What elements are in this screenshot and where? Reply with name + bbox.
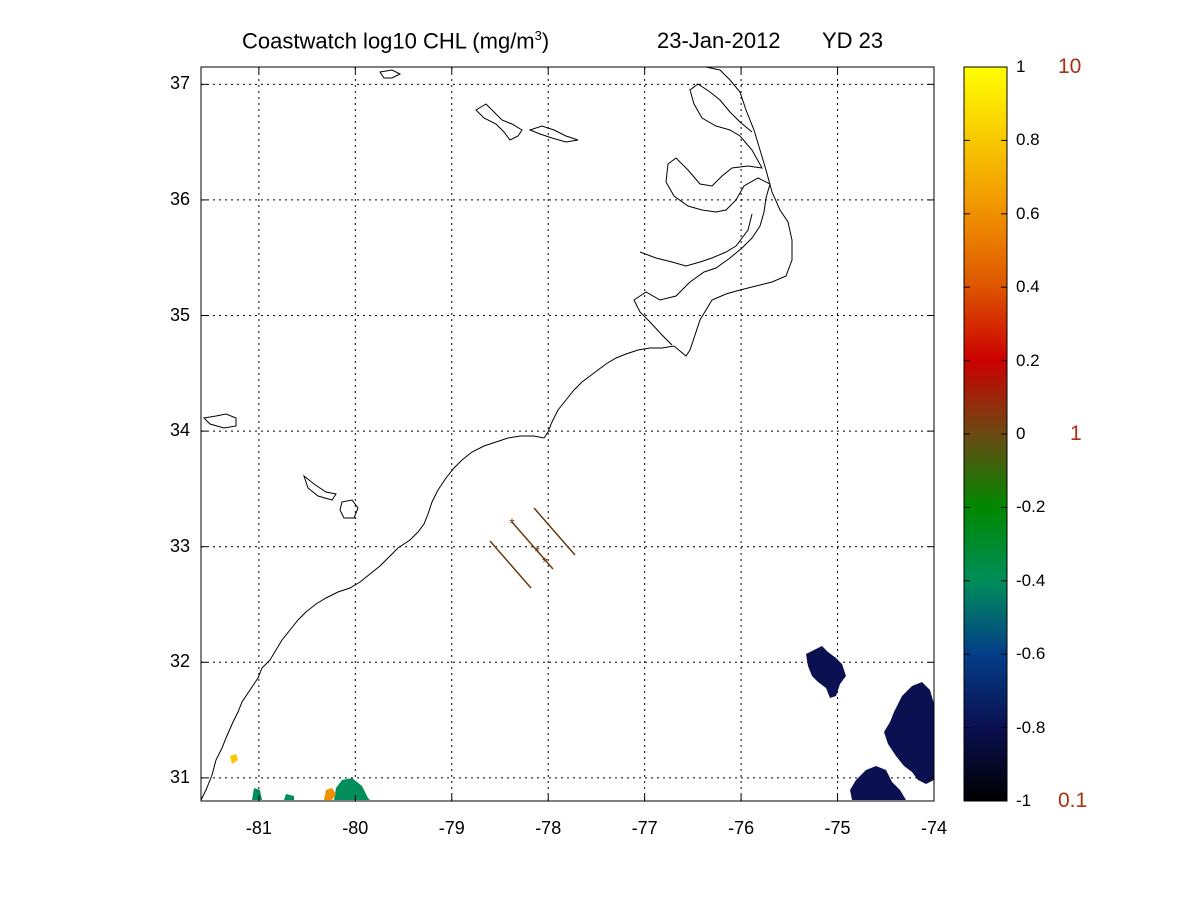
station-marker: * <box>534 543 540 559</box>
inland-lake <box>202 413 237 429</box>
colorbar <box>963 66 1008 802</box>
colorbar-tick-label: -0.6 <box>1016 644 1046 664</box>
colorbar-tick-label: 0.2 <box>1016 350 1040 370</box>
colorbar-linear-label: 10 <box>1058 55 1082 78</box>
lon-tick-label: -78 <box>535 818 562 838</box>
colorbar-tick-label: -0.8 <box>1016 717 1046 737</box>
colorbar-tick-label: -0.4 <box>1016 570 1046 590</box>
lat-tick-label: 37 <box>169 73 190 94</box>
colorbar-tick-label: -0.2 <box>1016 497 1046 517</box>
sound-shoreline-2 <box>639 213 753 267</box>
transect-lines: * * * <box>489 507 576 589</box>
lat-tick-label: 31 <box>169 766 190 787</box>
colorbar-linear-label: 0.1 <box>1058 789 1088 812</box>
colorbar-tick-label: -1 <box>1016 791 1032 810</box>
colorbar-tick-label: 0 <box>1016 424 1026 443</box>
colorbar-ticks <box>964 66 1007 802</box>
colorbar-tick-label: 0.4 <box>1016 277 1040 297</box>
chl-patch <box>850 766 906 800</box>
lat-tick-label: 36 <box>169 188 190 209</box>
frame-ticks <box>201 67 935 801</box>
station-marker: * <box>509 515 515 531</box>
lon-tick-label: -75 <box>824 818 851 838</box>
lat-tick-label: 32 <box>169 651 190 672</box>
colorbar-linear-label: 1 <box>1070 422 1082 445</box>
inland-lake <box>528 125 579 143</box>
map-frame <box>200 66 935 802</box>
chl-patch <box>284 794 294 800</box>
chl-patch <box>806 646 846 698</box>
inland-lake <box>475 103 523 141</box>
title-variable: Coastwatch log10 CHL (mg/m3) <box>242 28 550 54</box>
colorbar-tick-label: 0.8 <box>1016 130 1040 150</box>
sound-shoreline <box>633 83 771 346</box>
chl-patch <box>252 788 262 800</box>
transect-line <box>511 521 554 570</box>
station-marker: * <box>542 554 548 570</box>
lat-tick-label: 33 <box>169 535 190 556</box>
inland-lake <box>302 474 337 501</box>
title-date: 23-Jan-2012 <box>657 28 781 53</box>
lon-tick-label: -80 <box>342 818 369 838</box>
chl-patch <box>884 682 934 784</box>
colorbar-tick-label: 1 <box>1016 57 1026 76</box>
lon-tick-label: -74 <box>920 818 947 838</box>
inland-lake <box>339 499 359 519</box>
lon-tick-label: -76 <box>728 818 755 838</box>
lon-tick-label: -79 <box>438 818 465 838</box>
map-title: Coastwatch log10 CHL (mg/m3) 23-Jan-2012… <box>200 28 940 60</box>
coastline <box>201 67 793 801</box>
chl-patch <box>334 778 370 800</box>
lat-tick-label: 34 <box>169 420 190 441</box>
grid-lines <box>201 67 935 801</box>
chl-patch <box>230 754 238 764</box>
colorbar-tick-label: 0.6 <box>1016 203 1040 223</box>
chl-patch <box>324 788 336 800</box>
inland-lake <box>379 69 402 79</box>
lat-tick-label: 35 <box>169 304 190 325</box>
transect-line <box>489 540 532 589</box>
transect-line <box>533 507 576 556</box>
title-yearday: YD 23 <box>822 28 884 53</box>
lon-tick-label: -81 <box>245 818 272 838</box>
lon-tick-label: -77 <box>631 818 658 838</box>
